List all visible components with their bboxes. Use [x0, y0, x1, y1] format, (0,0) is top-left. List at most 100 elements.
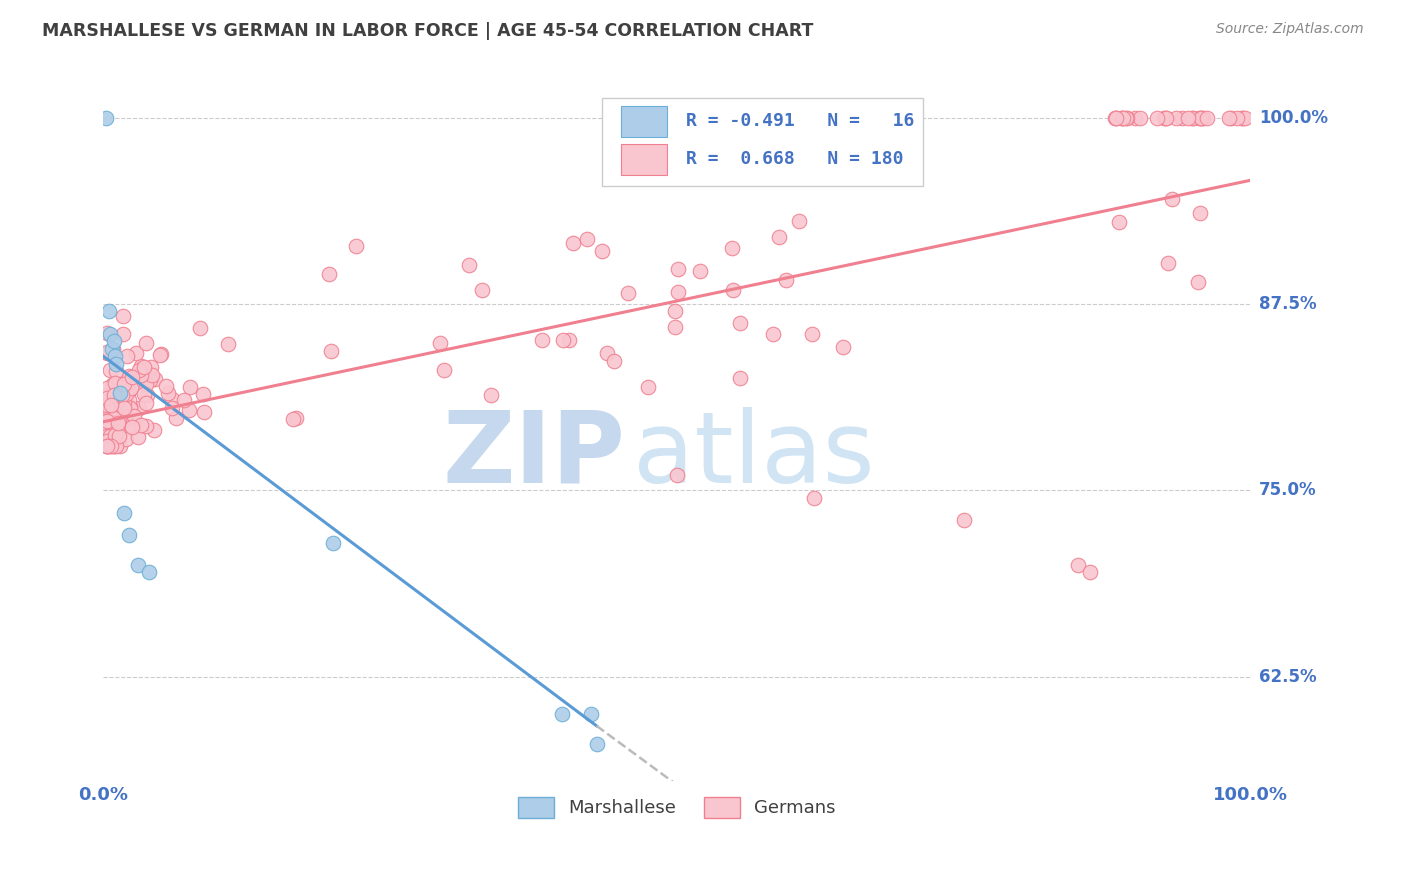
- Point: [1111, 111, 1133, 125]
- Point: [139, 359, 162, 374]
- Point: [596, 346, 619, 360]
- Point: [1182, 111, 1205, 125]
- Text: atlas: atlas: [633, 407, 875, 504]
- Point: [637, 380, 659, 394]
- Point: [666, 262, 689, 277]
- Point: [97, 396, 120, 410]
- Point: [111, 326, 134, 341]
- Point: [319, 343, 342, 358]
- Point: [1232, 111, 1254, 125]
- Point: [129, 368, 152, 382]
- Point: [96, 420, 118, 434]
- Point: [118, 393, 141, 408]
- Point: [127, 429, 149, 443]
- Point: [98, 406, 121, 420]
- Point: [96, 408, 118, 422]
- Point: [143, 372, 166, 386]
- Point: [105, 364, 128, 378]
- Point: [114, 377, 136, 392]
- Point: [479, 388, 502, 402]
- Point: [96, 429, 118, 443]
- Point: [135, 377, 157, 392]
- Point: [768, 230, 790, 244]
- Point: [322, 535, 344, 549]
- Point: [96, 346, 118, 360]
- Point: [104, 357, 127, 371]
- Point: [101, 342, 124, 356]
- Point: [132, 359, 155, 374]
- Point: [1111, 111, 1133, 125]
- Point: [98, 439, 121, 453]
- Text: MARSHALLESE VS GERMAN IN LABOR FORCE | AGE 45-54 CORRELATION CHART: MARSHALLESE VS GERMAN IN LABOR FORCE | A…: [42, 22, 814, 40]
- Point: [94, 111, 117, 125]
- Point: [108, 411, 131, 425]
- Legend: Marshallese, Germans: Marshallese, Germans: [510, 789, 842, 825]
- Point: [128, 363, 150, 377]
- Point: [591, 244, 613, 259]
- Point: [120, 401, 142, 416]
- Point: [1104, 111, 1126, 125]
- Point: [96, 387, 118, 401]
- Point: [101, 378, 124, 392]
- Text: 87.5%: 87.5%: [1258, 295, 1316, 313]
- Point: [160, 392, 183, 406]
- Point: [832, 340, 855, 354]
- Point: [96, 381, 118, 395]
- Point: [284, 411, 307, 425]
- Point: [97, 389, 120, 403]
- Point: [1171, 111, 1194, 125]
- Point: [664, 319, 686, 334]
- Point: [101, 342, 124, 356]
- Point: [112, 395, 135, 409]
- Point: [1105, 111, 1128, 125]
- Point: [98, 326, 121, 341]
- Point: [177, 402, 200, 417]
- Point: [531, 333, 554, 347]
- Point: [136, 388, 159, 402]
- Text: 62.5%: 62.5%: [1258, 667, 1316, 686]
- Point: [100, 398, 122, 412]
- Point: [103, 387, 125, 401]
- Text: 75.0%: 75.0%: [1258, 482, 1316, 500]
- Point: [128, 401, 150, 416]
- Point: [101, 430, 124, 444]
- Point: [96, 404, 118, 418]
- Point: [96, 434, 118, 448]
- Point: [585, 737, 607, 751]
- Point: [149, 347, 172, 361]
- Point: [103, 334, 125, 349]
- Point: [762, 326, 785, 341]
- Point: [344, 239, 367, 253]
- FancyBboxPatch shape: [620, 144, 666, 175]
- Point: [96, 439, 118, 453]
- Point: [96, 326, 118, 341]
- Point: [139, 373, 162, 387]
- Point: [689, 264, 711, 278]
- Point: [129, 359, 152, 373]
- Point: [98, 413, 121, 427]
- Point: [803, 491, 825, 505]
- Point: [429, 336, 451, 351]
- Point: [1195, 111, 1218, 125]
- Point: [1129, 111, 1152, 125]
- Point: [96, 439, 118, 453]
- FancyBboxPatch shape: [620, 105, 666, 136]
- Point: [433, 363, 456, 377]
- Point: [96, 439, 118, 453]
- Point: [118, 418, 141, 433]
- Point: [1189, 111, 1212, 125]
- Point: [728, 371, 751, 385]
- Point: [603, 354, 626, 368]
- Point: [193, 404, 215, 418]
- Point: [160, 401, 183, 415]
- Point: [104, 349, 127, 363]
- Point: [138, 566, 160, 580]
- Text: R = -0.491   N =   16: R = -0.491 N = 16: [686, 112, 914, 130]
- Point: [728, 316, 751, 330]
- Point: [98, 304, 121, 318]
- Point: [120, 381, 142, 395]
- Point: [318, 267, 340, 281]
- Point: [124, 409, 146, 424]
- Point: [127, 558, 149, 572]
- Point: [165, 411, 187, 425]
